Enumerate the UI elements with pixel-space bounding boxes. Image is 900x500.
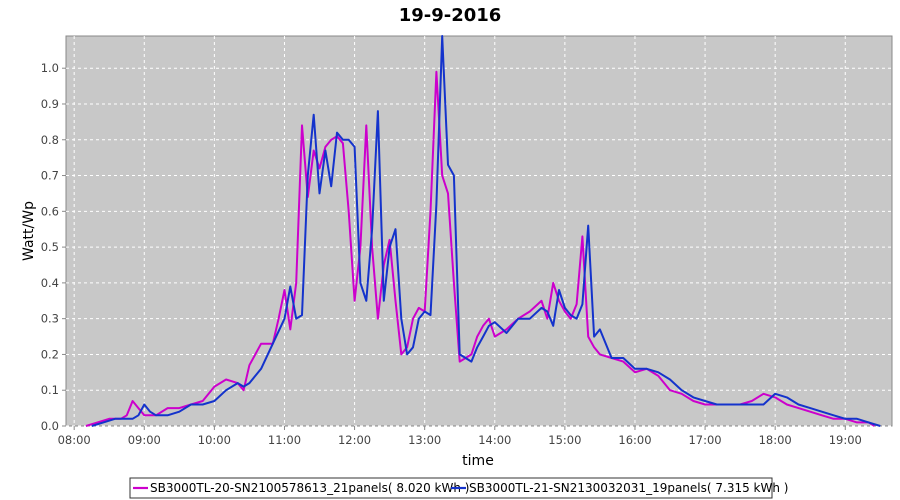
x-tick-label: 08:00	[58, 433, 91, 447]
x-tick-label: 17:00	[688, 433, 721, 447]
plot-area	[65, 35, 893, 427]
x-tick-label: 09:00	[128, 433, 161, 447]
y-tick-label: 0.7	[41, 169, 59, 183]
x-tick-label: 15:00	[548, 433, 581, 447]
y-tick-label: 0.9	[41, 97, 59, 111]
y-tick-label: 0.3	[41, 312, 59, 326]
y-tick-label: 0.4	[41, 276, 59, 290]
x-tick-label: 19:00	[829, 433, 862, 447]
y-tick-label: 0.2	[41, 347, 59, 361]
y-tick-label: 1.0	[41, 61, 59, 75]
legend-entry-1: SB3000TL-20-SN2100578613_21panels( 8.020…	[150, 481, 469, 495]
x-tick-label: 16:00	[618, 433, 651, 447]
x-tick-label: 12:00	[338, 433, 371, 447]
x-axis-label: time	[462, 453, 494, 469]
series-line-2	[91, 35, 881, 427]
y-tick-label: 0.1	[41, 383, 59, 397]
x-tick-label: 11:00	[268, 433, 301, 447]
x-tick-label: 18:00	[759, 433, 792, 447]
legend: SB3000TL-20-SN2100578613_21panels( 8.020…	[129, 477, 788, 499]
x-axis: 08:00 09:00 10:00 11:00 12:00 13:00 14:00 15:00…	[58, 426, 862, 447]
y-tick-label: 0.5	[41, 240, 59, 254]
x-tick-label: 13:00	[408, 433, 441, 447]
y-axis-label: Watt/Wp	[21, 201, 37, 261]
y-tick-label: 0.6	[41, 204, 59, 218]
legend-entry-2: SB3000TL-21-SN2130032031_19panels( 7.315…	[469, 481, 788, 495]
y-tick-label: 0.8	[41, 133, 59, 147]
grid-lines	[66, 36, 892, 427]
x-tick-label: 14:00	[478, 433, 511, 447]
y-tick-label: 0.0	[41, 419, 59, 433]
y-axis: 0.0 0.1 0.2 0.3 0.4 0.5 0.6 0.7 0.8 0.9 1.0	[41, 61, 66, 433]
x-tick-label: 10:00	[198, 433, 231, 447]
chart-title: 19-9-2016	[399, 5, 502, 26]
series-lines	[85, 35, 881, 427]
